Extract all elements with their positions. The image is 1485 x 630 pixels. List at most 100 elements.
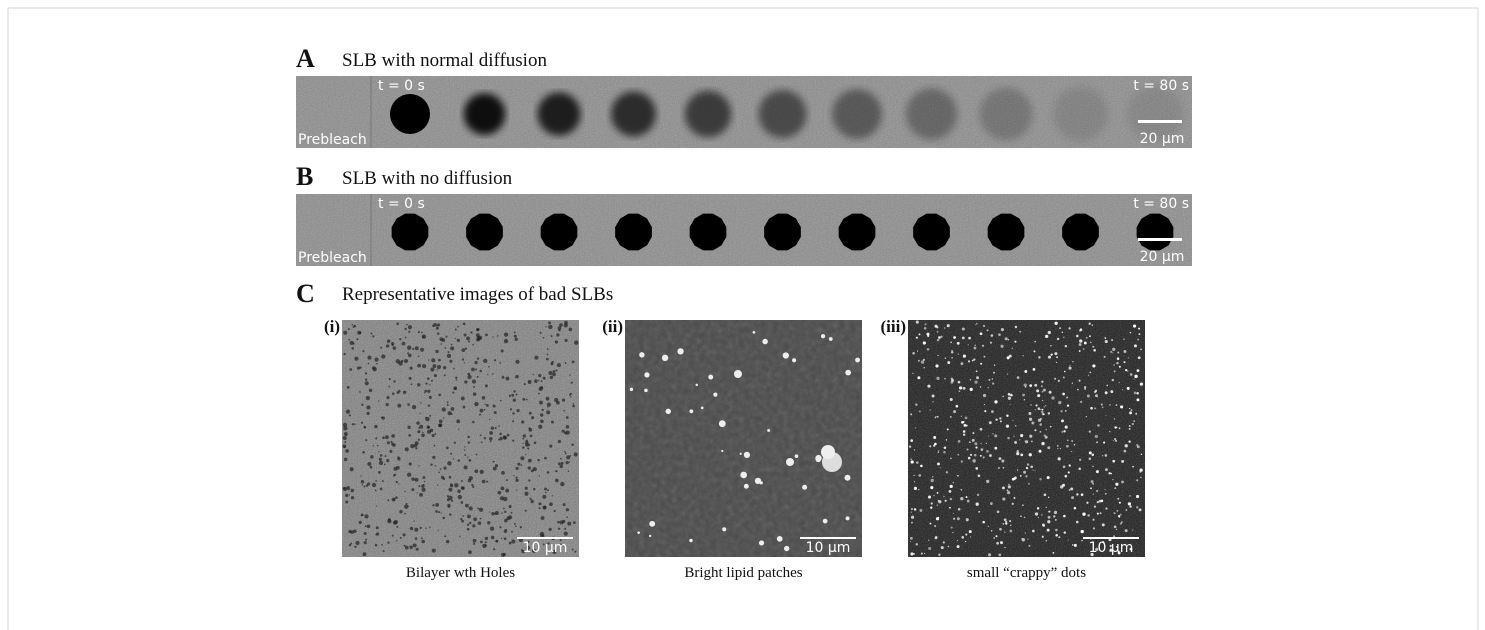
dot [1041, 441, 1045, 446]
hole [396, 540, 398, 542]
hole [421, 487, 426, 492]
hole [372, 445, 375, 447]
hole [449, 359, 453, 363]
dot [1060, 485, 1064, 489]
hole [414, 477, 419, 482]
hole [399, 510, 403, 514]
hole [450, 343, 453, 346]
hole [522, 437, 525, 440]
hole [420, 402, 422, 404]
hole [431, 433, 435, 438]
image-noise [342, 320, 579, 557]
hole [386, 441, 390, 445]
hole [501, 375, 505, 379]
hole [476, 336, 481, 341]
hole [513, 522, 516, 525]
hole [390, 440, 393, 444]
dot [927, 384, 931, 388]
hole [345, 409, 351, 414]
hole [527, 540, 530, 544]
hole [411, 405, 417, 410]
hole [499, 526, 502, 529]
patch [821, 445, 835, 459]
hole [420, 537, 423, 540]
hole [505, 376, 510, 381]
dot [1029, 434, 1033, 438]
dot [918, 410, 921, 413]
dot [1132, 529, 1134, 531]
hole [563, 410, 565, 412]
hole [496, 335, 499, 337]
hole [395, 496, 398, 499]
dot [910, 521, 914, 524]
dot [912, 351, 915, 355]
hole [560, 461, 564, 465]
dot [979, 332, 983, 336]
dot [998, 467, 1000, 469]
image-label: (i) [324, 317, 340, 336]
dot [1068, 366, 1072, 370]
dot [979, 427, 983, 431]
hole [468, 506, 473, 511]
hole [508, 505, 512, 509]
dot [1092, 482, 1095, 485]
dot [968, 336, 971, 340]
hole [559, 323, 563, 327]
dot [1100, 403, 1103, 406]
hole [472, 420, 475, 424]
dot [1092, 345, 1095, 348]
dot [1011, 477, 1015, 481]
hole [484, 403, 486, 405]
hole [343, 432, 348, 436]
dot [1002, 522, 1005, 525]
dot [1007, 485, 1011, 489]
hole [421, 539, 425, 544]
hole [565, 460, 569, 465]
hole [492, 404, 496, 408]
hole [538, 379, 540, 382]
hole [513, 390, 516, 393]
dot [1079, 339, 1083, 343]
dot [969, 536, 971, 538]
dot [1111, 338, 1114, 342]
dot [944, 357, 947, 359]
dot [962, 386, 966, 390]
hole [422, 431, 424, 434]
dot [945, 471, 949, 474]
dot [1071, 440, 1074, 442]
hole [554, 340, 558, 344]
dot [976, 376, 980, 380]
hole [404, 512, 406, 515]
dot [1032, 368, 1036, 371]
dot [922, 341, 926, 345]
hole [549, 502, 553, 507]
dot [1097, 424, 1100, 427]
dot [1129, 411, 1133, 415]
dot [962, 433, 966, 436]
dot [1135, 494, 1140, 499]
dot [1123, 338, 1125, 340]
dot [947, 545, 950, 548]
hole [476, 328, 479, 332]
dot [1140, 348, 1142, 351]
hole [349, 467, 354, 472]
hole [437, 365, 442, 370]
dot [1136, 443, 1139, 447]
hole [559, 538, 562, 542]
hole [420, 347, 425, 352]
dot [937, 462, 940, 466]
dot [1030, 404, 1032, 406]
hole [468, 476, 473, 481]
dot [1060, 410, 1063, 413]
dot [1076, 493, 1079, 496]
dot [1016, 469, 1019, 471]
hole [365, 484, 369, 487]
dot [920, 360, 925, 364]
dot [1067, 439, 1069, 442]
dot [1132, 465, 1134, 468]
hole [454, 483, 459, 488]
dot [1038, 356, 1041, 359]
dot [910, 460, 914, 464]
dot [938, 450, 940, 452]
